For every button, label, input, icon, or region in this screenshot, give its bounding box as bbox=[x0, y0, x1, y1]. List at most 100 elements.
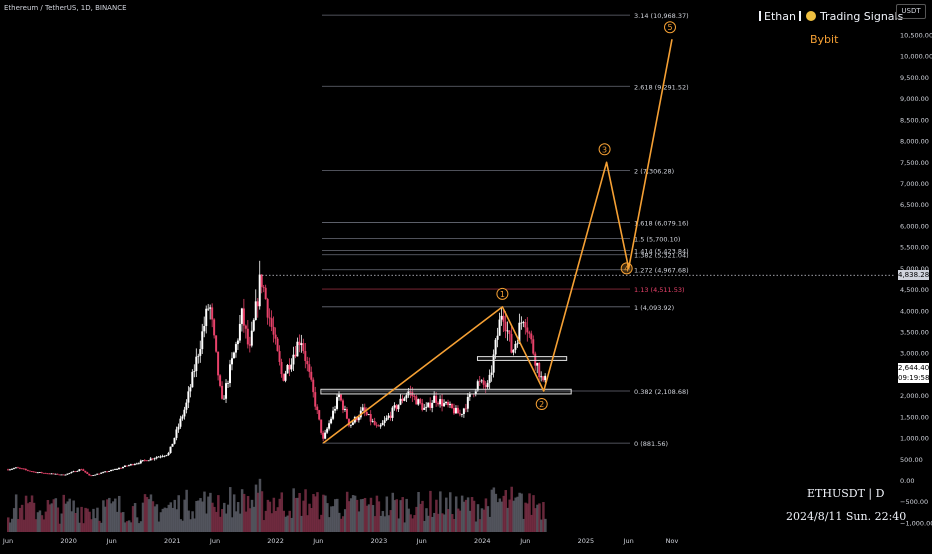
candle bbox=[159, 455, 162, 459]
volume-bar bbox=[66, 501, 69, 532]
candle bbox=[421, 398, 424, 412]
volume-bar bbox=[167, 504, 171, 532]
volume-bar bbox=[498, 498, 502, 532]
candle bbox=[439, 395, 442, 408]
fib-level-3-14[interactable]: 3.14 (10,968.37) bbox=[322, 12, 689, 20]
fib-label: 1.272 (4,967.68) bbox=[634, 267, 689, 275]
candle bbox=[250, 321, 253, 348]
volume-bar bbox=[474, 521, 478, 532]
y-tick-label: 9,000.00 bbox=[900, 95, 929, 103]
candle bbox=[502, 309, 505, 333]
volume-bar bbox=[369, 497, 373, 532]
candle bbox=[228, 359, 231, 388]
candle bbox=[155, 456, 158, 460]
volume-bar bbox=[20, 504, 24, 532]
candle bbox=[246, 320, 249, 349]
svg-text:2: 2 bbox=[539, 400, 544, 409]
volume-bar bbox=[28, 502, 32, 532]
candle bbox=[266, 297, 269, 325]
volume-bar bbox=[223, 502, 226, 532]
candle bbox=[96, 473, 99, 475]
fib-level-1-414[interactable]: 1.414 (5,423.84) bbox=[322, 247, 689, 255]
volume-bar bbox=[290, 517, 293, 532]
wave-label-2: 2 bbox=[535, 398, 548, 411]
fib-level-2[interactable]: 2 (7,306.28) bbox=[322, 168, 674, 176]
candle bbox=[78, 469, 81, 472]
candle bbox=[137, 462, 140, 465]
candle bbox=[8, 468, 11, 471]
volume-bar bbox=[441, 513, 444, 532]
candle bbox=[242, 298, 245, 333]
fib-level-1-13[interactable]: 1.13 (4,511.53) bbox=[322, 286, 685, 294]
candle bbox=[480, 379, 483, 384]
volume-bar bbox=[326, 503, 329, 532]
candle bbox=[7, 468, 9, 471]
volume-bar bbox=[84, 507, 87, 532]
candle bbox=[203, 316, 206, 338]
candle bbox=[141, 460, 144, 462]
candle bbox=[72, 470, 75, 473]
x-tick-label: Jun bbox=[209, 537, 220, 545]
candle bbox=[338, 391, 341, 401]
fib-level-1-272[interactable]: 1.272 (4,967.68) bbox=[322, 267, 689, 275]
fib-level-0[interactable]: 0 (881.56) bbox=[322, 440, 668, 448]
candle bbox=[270, 310, 273, 332]
volume-bar bbox=[343, 509, 347, 532]
candle bbox=[112, 469, 115, 471]
volume-bar bbox=[260, 491, 264, 532]
volume-bar bbox=[227, 504, 230, 532]
candle bbox=[494, 338, 497, 359]
volume-bar bbox=[526, 503, 529, 532]
candle bbox=[290, 358, 293, 372]
currency-button[interactable]: USDT bbox=[896, 4, 926, 19]
fib-level-1[interactable]: 1 (4,093.92) bbox=[322, 304, 674, 312]
svg-text:3: 3 bbox=[602, 145, 607, 154]
volume-bar bbox=[478, 519, 482, 532]
volume-bar bbox=[189, 519, 192, 532]
candle bbox=[102, 471, 105, 474]
fib-level-0-382[interactable]: 0.382 (2,108.68) bbox=[322, 388, 689, 396]
candle bbox=[256, 298, 259, 318]
fib-level-2-618[interactable]: 2.618 (9,291.52) bbox=[322, 83, 689, 91]
volume-bar bbox=[397, 518, 400, 532]
candle bbox=[314, 386, 317, 411]
y-tick-label: −1,000.00 bbox=[900, 519, 932, 527]
volume-bar bbox=[460, 495, 464, 532]
volume-bar bbox=[328, 517, 331, 532]
x-tick-label: 2023 bbox=[371, 537, 388, 545]
volume-bar bbox=[114, 498, 117, 532]
candle bbox=[349, 424, 352, 428]
candle bbox=[38, 472, 41, 473]
volume-bar bbox=[183, 499, 186, 532]
candle bbox=[12, 467, 15, 470]
candle bbox=[147, 460, 150, 462]
resistance-zone[interactable] bbox=[476, 356, 568, 361]
fib-level-1-618[interactable]: 1.618 (6,079.16) bbox=[322, 220, 689, 228]
volume-bar bbox=[403, 522, 406, 532]
y-tick-label: 9,500.00 bbox=[900, 74, 929, 82]
candle bbox=[425, 402, 428, 412]
svg-text:1: 1 bbox=[500, 290, 505, 299]
candle bbox=[415, 394, 418, 405]
x-tick-label: Nov bbox=[666, 537, 679, 545]
volume-bar bbox=[480, 508, 484, 532]
volume-bar bbox=[171, 507, 175, 532]
fib-level-1-382[interactable]: 1.382 (5,321.04) bbox=[322, 252, 689, 260]
candle bbox=[445, 401, 448, 405]
volume-bar bbox=[304, 489, 307, 532]
candle bbox=[320, 419, 323, 435]
fib-level-1-5[interactable]: 1.5 (5,700.10) bbox=[322, 236, 680, 244]
y-tick-label: 4,000.00 bbox=[900, 307, 929, 315]
candle bbox=[528, 330, 531, 338]
candle bbox=[322, 430, 325, 442]
volume-bar bbox=[484, 498, 488, 532]
volume-bar bbox=[425, 508, 428, 532]
support-zone[interactable] bbox=[320, 388, 572, 395]
volume-bar bbox=[16, 519, 20, 532]
candle bbox=[377, 424, 380, 427]
x-tick-label: Jun bbox=[416, 537, 427, 545]
volume-bar bbox=[121, 512, 125, 532]
candle bbox=[286, 364, 289, 374]
x-tick-label: Jun bbox=[519, 537, 530, 545]
